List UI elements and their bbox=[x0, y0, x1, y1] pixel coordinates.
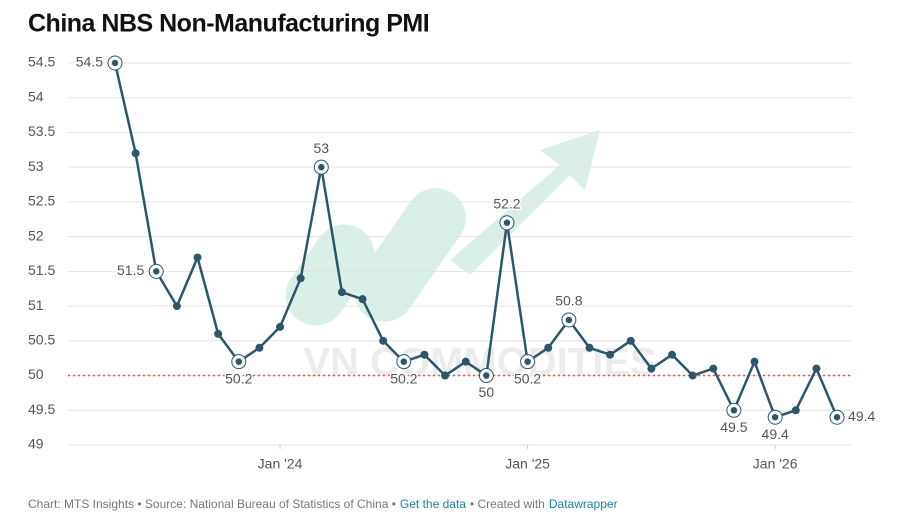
marker bbox=[234, 356, 244, 367]
y-tick-label: 50.5 bbox=[28, 332, 55, 348]
marker bbox=[668, 350, 677, 359]
data-label: 50.2 bbox=[225, 370, 252, 386]
marker bbox=[337, 288, 346, 297]
y-tick-label: 53.5 bbox=[28, 123, 55, 139]
y-tick-label: 53 bbox=[28, 158, 44, 174]
marker bbox=[296, 274, 305, 283]
y-tick-label: 54 bbox=[28, 88, 44, 104]
marker bbox=[172, 302, 181, 311]
marker bbox=[812, 364, 821, 373]
marker bbox=[214, 329, 223, 338]
y-tick-label: 51.5 bbox=[28, 262, 55, 278]
y-tick-label: 52.5 bbox=[28, 193, 55, 209]
marker bbox=[193, 253, 202, 262]
data-label: 49.4 bbox=[848, 408, 875, 424]
data-label: 49.4 bbox=[762, 426, 789, 442]
marker bbox=[564, 315, 574, 325]
marker bbox=[606, 350, 615, 359]
footer-brand[interactable]: Datawrapper bbox=[549, 497, 618, 511]
marker bbox=[110, 58, 120, 68]
marker bbox=[729, 405, 739, 416]
y-tick-label: 49 bbox=[28, 436, 44, 452]
data-label: 50.2 bbox=[390, 370, 417, 386]
marker bbox=[502, 217, 512, 228]
marker bbox=[255, 343, 264, 352]
marker bbox=[151, 266, 162, 277]
marker bbox=[770, 412, 780, 422]
data-label: 51.5 bbox=[117, 262, 144, 278]
marker bbox=[688, 371, 697, 380]
marker bbox=[316, 162, 327, 172]
marker bbox=[522, 356, 533, 367]
data-label: 49.5 bbox=[720, 419, 747, 435]
x-tick-label: Jan '25 bbox=[505, 456, 550, 472]
watermark-art bbox=[285, 130, 600, 326]
data-label: 54.5 bbox=[76, 54, 103, 70]
marker bbox=[647, 364, 656, 373]
data-label: 50.2 bbox=[514, 370, 541, 386]
y-tick-label: 49.5 bbox=[28, 401, 55, 417]
marker bbox=[358, 295, 367, 304]
x-tick-label: Jan '24 bbox=[258, 456, 303, 472]
y-tick-label: 51 bbox=[28, 297, 44, 313]
chart-title: China NBS Non-Manufacturing PMI bbox=[28, 10, 429, 38]
data-label: 50.8 bbox=[555, 293, 582, 309]
marker bbox=[585, 343, 594, 352]
marker bbox=[276, 322, 285, 331]
marker bbox=[441, 371, 450, 380]
y-tick-label: 54.5 bbox=[28, 54, 55, 70]
marker bbox=[131, 149, 140, 158]
data-label: 52.2 bbox=[493, 195, 520, 211]
marker bbox=[791, 406, 800, 415]
marker bbox=[544, 343, 553, 352]
marker bbox=[709, 364, 718, 373]
x-tick-label: Jan '26 bbox=[753, 456, 798, 472]
marker bbox=[750, 357, 759, 366]
footer-link[interactable]: Get the data bbox=[400, 497, 466, 511]
marker bbox=[379, 336, 388, 345]
y-tick-label: 50 bbox=[28, 366, 44, 382]
data-label: 50 bbox=[479, 384, 495, 400]
marker bbox=[461, 357, 470, 366]
footer-credit: Chart: MTS Insights • Source: National B… bbox=[28, 497, 396, 511]
marker bbox=[399, 356, 409, 367]
y-tick-label: 52 bbox=[28, 227, 44, 243]
marker bbox=[481, 370, 492, 381]
marker bbox=[420, 350, 429, 359]
data-label: 53 bbox=[314, 140, 330, 156]
marker bbox=[626, 336, 635, 345]
footer-created: • Created with bbox=[470, 497, 545, 511]
marker bbox=[832, 412, 842, 422]
